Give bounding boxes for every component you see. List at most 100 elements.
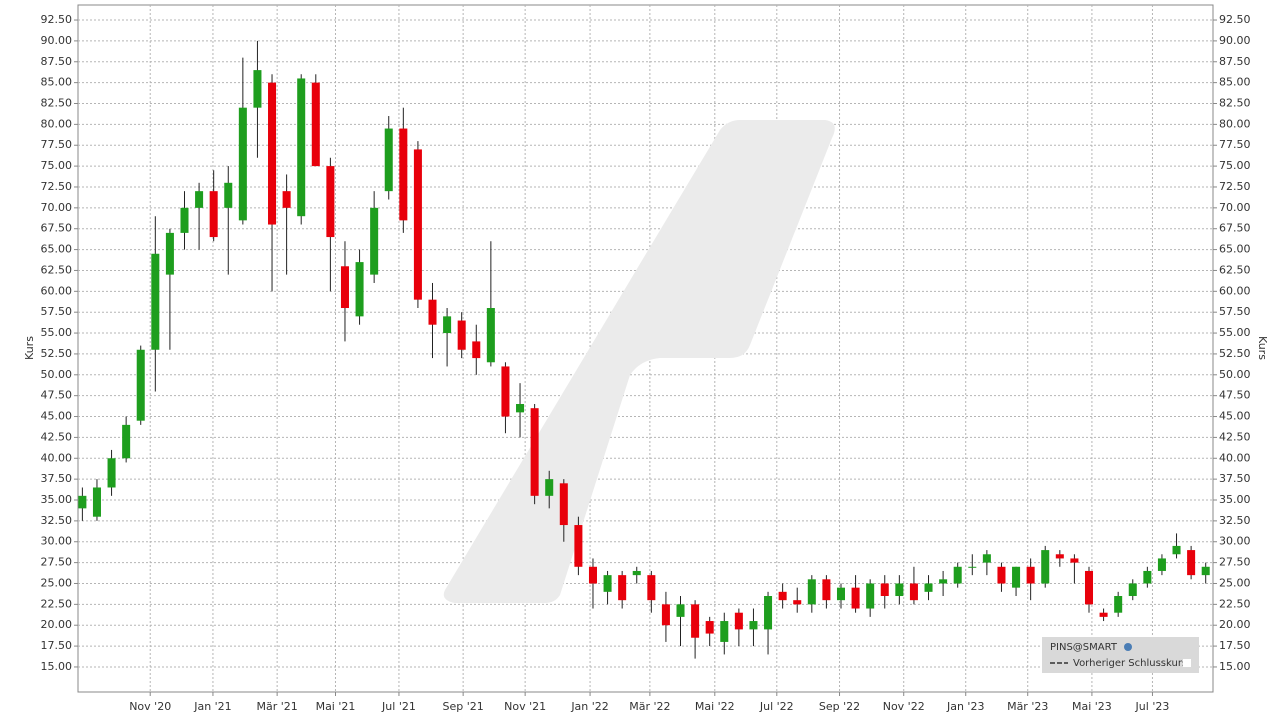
y2-tick-label: 32.50 bbox=[1219, 514, 1251, 527]
candle-body bbox=[268, 82, 277, 225]
y2-tick-label: 55.00 bbox=[1219, 326, 1251, 339]
x-tick-label: Nov '20 bbox=[129, 700, 171, 713]
y2-tick-label: 87.50 bbox=[1219, 55, 1251, 68]
candle-body bbox=[136, 349, 145, 421]
candle-body bbox=[778, 591, 787, 601]
y-tick-label: 70.00 bbox=[41, 201, 73, 214]
candle-body bbox=[822, 579, 831, 601]
candle-body bbox=[1012, 566, 1021, 588]
candle-body bbox=[661, 604, 670, 626]
y2-tick-label: 67.50 bbox=[1219, 222, 1251, 235]
candle-body bbox=[1070, 558, 1079, 563]
candle-body bbox=[1201, 566, 1210, 576]
y2-tick-label: 30.00 bbox=[1219, 535, 1251, 548]
candle-body bbox=[880, 583, 889, 597]
y-tick-label: 80.00 bbox=[41, 117, 73, 130]
y2-tick-label: 47.50 bbox=[1219, 389, 1251, 402]
y-tick-label: 90.00 bbox=[41, 34, 73, 47]
candle-body bbox=[632, 570, 641, 576]
candle-body bbox=[764, 596, 773, 630]
y-tick-label: 15.00 bbox=[41, 660, 73, 673]
y-tick-label: 62.50 bbox=[41, 263, 73, 276]
legend-symbol: PINS@SMART bbox=[1050, 642, 1118, 653]
candle-body bbox=[399, 128, 408, 221]
y2-tick-label: 37.50 bbox=[1219, 472, 1251, 485]
y-tick-label: 32.50 bbox=[41, 514, 73, 527]
candle-body bbox=[997, 566, 1006, 584]
y-tick-label: 45.00 bbox=[41, 410, 73, 423]
y2-tick-label: 40.00 bbox=[1219, 451, 1251, 464]
candle-body bbox=[1055, 554, 1064, 559]
y-tick-label: 47.50 bbox=[41, 389, 73, 402]
candle-body bbox=[836, 587, 846, 601]
y-tick-label: 87.50 bbox=[41, 55, 73, 68]
y2-tick-label: 25.00 bbox=[1219, 576, 1251, 589]
candle-body bbox=[297, 78, 306, 217]
candle-body bbox=[851, 587, 860, 609]
candle-body bbox=[588, 566, 597, 584]
x-tick-label: Jul '23 bbox=[1135, 700, 1170, 713]
y-tick-label: 60.00 bbox=[41, 284, 73, 297]
candle-body bbox=[384, 128, 393, 192]
y-tick-label: 42.50 bbox=[41, 430, 73, 443]
candle-body bbox=[1157, 558, 1166, 571]
y2-tick-label: 50.00 bbox=[1219, 368, 1251, 381]
y2-tick-label: 80.00 bbox=[1219, 117, 1251, 130]
candle-body bbox=[224, 182, 233, 208]
y-tick-label: 52.50 bbox=[41, 347, 73, 360]
y-tick-label: 37.50 bbox=[41, 472, 73, 485]
candle-body bbox=[311, 82, 320, 167]
y-tick-label: 40.00 bbox=[41, 451, 73, 464]
legend-previous-close: Vorheriger Schlusskurs bbox=[1073, 658, 1187, 669]
candle-body bbox=[574, 525, 583, 567]
x-tick-label: Mär '23 bbox=[1007, 700, 1048, 713]
legend-toggle[interactable] bbox=[1183, 659, 1191, 667]
candle-body bbox=[530, 408, 539, 496]
y2-tick-label: 27.50 bbox=[1219, 556, 1251, 569]
watermark bbox=[443, 120, 835, 603]
x-tick-label: Mär '22 bbox=[629, 700, 670, 713]
candle-body bbox=[370, 207, 379, 275]
y2-tick-label: 42.50 bbox=[1219, 430, 1251, 443]
y2-tick-label: 57.50 bbox=[1219, 305, 1251, 318]
x-tick-label: Jan '22 bbox=[570, 700, 608, 713]
candle-body bbox=[486, 308, 495, 363]
candle-body bbox=[924, 583, 933, 592]
candle-body bbox=[603, 575, 612, 592]
y-tick-label: 85.00 bbox=[41, 76, 73, 89]
y2-axis-label: Kurs bbox=[1256, 336, 1269, 360]
candle-body bbox=[326, 166, 335, 238]
candle-body bbox=[1187, 550, 1196, 576]
x-tick-label: Mai '23 bbox=[1072, 700, 1112, 713]
x-tick-label: Mai '22 bbox=[695, 700, 735, 713]
x-tick-label: Mai '21 bbox=[316, 700, 356, 713]
y-tick-label: 72.50 bbox=[41, 180, 73, 193]
candle-body bbox=[982, 554, 991, 563]
y-tick-label: 20.00 bbox=[41, 618, 73, 631]
y-tick-label: 27.50 bbox=[41, 556, 73, 569]
candle-body bbox=[1143, 570, 1152, 584]
candle-body bbox=[807, 579, 816, 605]
y-tick-label: 65.00 bbox=[41, 243, 73, 256]
candle-body bbox=[895, 583, 904, 597]
candle-body bbox=[793, 600, 802, 605]
y2-tick-label: 90.00 bbox=[1219, 34, 1251, 47]
x-tick-label: Sep '21 bbox=[443, 700, 484, 713]
y2-tick-label: 77.50 bbox=[1219, 138, 1251, 151]
y-tick-label: 25.00 bbox=[41, 576, 73, 589]
candle-body bbox=[866, 583, 875, 609]
y2-tick-label: 15.00 bbox=[1219, 660, 1251, 673]
candle-body bbox=[516, 404, 525, 413]
candle-body bbox=[151, 253, 160, 350]
y2-tick-label: 85.00 bbox=[1219, 76, 1251, 89]
y2-tick-label: 72.50 bbox=[1219, 180, 1251, 193]
candle-body bbox=[939, 579, 948, 584]
candle-body bbox=[253, 70, 262, 108]
candle-body bbox=[78, 495, 87, 509]
candle-body bbox=[355, 262, 364, 317]
x-tick-label: Jan '23 bbox=[946, 700, 984, 713]
candle-body bbox=[1099, 612, 1108, 617]
legend-box bbox=[1042, 637, 1199, 673]
candle-body bbox=[501, 366, 510, 417]
